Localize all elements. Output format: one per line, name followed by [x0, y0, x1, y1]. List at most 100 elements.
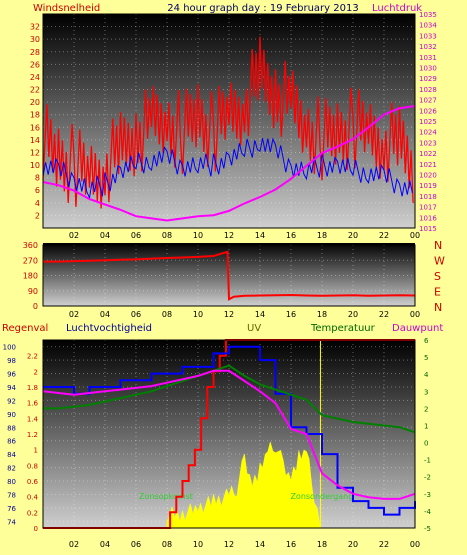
left-tick-label: 24: [30, 73, 40, 82]
x-tick-label: 14: [255, 231, 265, 240]
plot2-frame: [42, 244, 416, 307]
x-tick-label: 06: [131, 310, 141, 319]
humidity-tick-label: 98: [7, 357, 16, 365]
wind-pressure-panel: 2468101214161820222426283032101510161017…: [30, 11, 438, 240]
rain-humidity-panel: 7476788082848688909294969810000.20.40.60…: [3, 337, 432, 549]
x-tick-label: 20: [348, 231, 358, 240]
compass-label: W: [434, 255, 445, 268]
left-tick-label: 18: [30, 111, 40, 120]
left-tick-label: 22: [30, 86, 40, 95]
series-gust-line: [42, 36, 414, 209]
compass-label: S: [434, 270, 441, 283]
left-tick-label: 6: [35, 186, 40, 195]
right-tick-label: 1030: [419, 65, 437, 73]
rain-tick-label: 1.6: [27, 400, 39, 408]
series-direction-line: [43, 250, 416, 301]
right-tick-label: 1034: [419, 22, 437, 30]
rain-tick-label: 1: [34, 447, 38, 455]
rain-tick-label: 0.8: [27, 462, 38, 470]
left-tick-label: 10: [30, 161, 40, 170]
left-tick-label: 20: [30, 98, 40, 107]
series-uv-area: [166, 440, 321, 529]
left-tick-label: 8: [35, 174, 40, 183]
temperature-tick-label: 4: [424, 371, 429, 379]
left-tick-label: 16: [30, 123, 40, 132]
right-tick-label: 1033: [419, 32, 437, 40]
header-right-label: Luchtdruk: [372, 3, 422, 14]
humidity-tick-label: 90: [7, 411, 16, 419]
series-humidity-line: [43, 345, 416, 516]
rain-tick-label: 0: [34, 525, 38, 533]
humidity-tick-label: 84: [7, 451, 16, 459]
left-tick-label: 14: [30, 136, 40, 145]
series-pressure-line: [42, 105, 416, 222]
x-tick-label: 20: [348, 540, 358, 549]
rain-label: Regenval: [2, 323, 48, 334]
direction-tick-label: 270: [23, 256, 38, 265]
x-tick-label: 08: [162, 540, 172, 549]
temperature-tick-label: -3: [424, 491, 431, 499]
humidity-tick-label: 88: [7, 424, 16, 432]
x-tick-label: 04: [100, 310, 110, 319]
x-tick-label: 10: [193, 231, 203, 240]
series-dewpoint-line: [42, 369, 416, 500]
rain-tick-label: 2.2: [27, 353, 38, 361]
header-title: 24 hour graph day : 19 February 2013: [167, 3, 358, 14]
right-tick-label: 1027: [419, 97, 437, 105]
x-tick-label: 00: [410, 540, 420, 549]
left-tick-label: 26: [30, 60, 40, 69]
temperature-tick-label: 0: [424, 440, 428, 448]
x-tick-label: 06: [131, 540, 141, 549]
x-tick-label: 18: [317, 231, 327, 240]
x-tick-label: 10: [193, 540, 203, 549]
x-tick-label: 18: [317, 540, 327, 549]
right-tick-label: 1029: [419, 75, 437, 83]
right-tick-label: 1028: [419, 86, 437, 94]
humidity-tick-label: 96: [7, 371, 16, 379]
right-tick-label: 1025: [419, 118, 437, 126]
x-tick-label: 00: [410, 310, 420, 319]
temperature-label: Temperatuur: [310, 323, 376, 334]
right-tick-label: 1032: [419, 43, 437, 51]
x-tick-label: 12: [224, 310, 234, 319]
x-tick-label: 22: [379, 310, 389, 319]
x-tick-label: 20: [348, 310, 358, 319]
right-tick-label: 1015: [419, 225, 437, 233]
compass-label: E: [434, 286, 441, 299]
temperature-tick-label: 6: [424, 337, 429, 345]
right-tick-label: 1017: [419, 204, 437, 212]
humidity-tick-label: 76: [7, 505, 16, 513]
rain-tick-label: 0.6: [27, 478, 39, 486]
x-tick-label: 16: [286, 540, 296, 549]
right-tick-label: 1016: [419, 214, 437, 222]
sunrise-label: Zonsopkomst: [139, 492, 193, 501]
x-tick-label: 16: [286, 310, 296, 319]
humidity-tick-label: 92: [7, 397, 16, 405]
uv-label: UV: [247, 323, 261, 334]
x-tick-label: 12: [224, 540, 234, 549]
x-tick-label: 18: [317, 310, 327, 319]
humidity-label: Luchtvochtigheid: [66, 323, 152, 334]
x-tick-label: 22: [379, 231, 389, 240]
series-temperature-line: [43, 364, 416, 434]
humidity-tick-label: 86: [7, 438, 16, 446]
left-tick-label: 4: [35, 199, 40, 208]
x-tick-label: 04: [100, 231, 110, 240]
right-tick-label: 1035: [419, 11, 437, 19]
temperature-tick-label: 2: [424, 405, 428, 413]
temperature-tick-label: -5: [424, 525, 431, 533]
series-average-line: [42, 137, 413, 200]
right-tick-label: 1023: [419, 139, 437, 147]
direction-tick-label: 0: [33, 302, 38, 311]
temperature-tick-label: 3: [424, 388, 428, 396]
rain-tick-label: 2: [34, 368, 38, 376]
rain-tick-label: 0.2: [27, 509, 38, 517]
sunset-label: Zonsondergang: [290, 492, 353, 501]
humidity-tick-label: 78: [7, 491, 16, 499]
x-tick-label: 02: [69, 310, 79, 319]
x-tick-label: 00: [410, 231, 420, 240]
x-tick-label: 22: [379, 540, 389, 549]
temperature-tick-label: -1: [424, 457, 431, 465]
